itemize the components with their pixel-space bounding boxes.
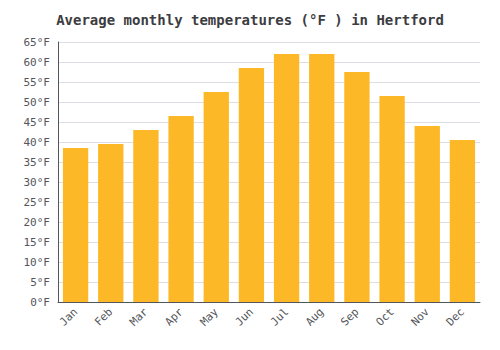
svg-text:20°F: 20°F <box>24 216 51 229</box>
svg-text:Sep: Sep <box>338 305 361 328</box>
svg-text:Jun: Jun <box>233 305 256 328</box>
svg-text:0°F: 0°F <box>30 296 50 309</box>
svg-text:50°F: 50°F <box>24 96 51 109</box>
svg-text:25°F: 25°F <box>24 196 51 209</box>
svg-text:Dec: Dec <box>444 305 467 328</box>
svg-text:65°F: 65°F <box>24 36 51 49</box>
svg-text:Apr: Apr <box>162 305 185 328</box>
svg-text:Nov: Nov <box>409 305 432 328</box>
svg-text:10°F: 10°F <box>24 256 51 269</box>
svg-text:Average monthly temperatures (: Average monthly temperatures (°F ) in He… <box>56 12 444 28</box>
svg-text:40°F: 40°F <box>24 136 51 149</box>
svg-text:35°F: 35°F <box>24 156 51 169</box>
svg-text:15°F: 15°F <box>24 236 51 249</box>
svg-text:Aug: Aug <box>303 305 326 328</box>
svg-text:5°F: 5°F <box>30 276 50 289</box>
svg-text:30°F: 30°F <box>24 176 51 189</box>
svg-text:60°F: 60°F <box>24 56 51 69</box>
svg-text:55°F: 55°F <box>24 76 51 89</box>
svg-text:May: May <box>198 305 221 328</box>
svg-text:Mar: Mar <box>127 305 150 328</box>
svg-text:Feb: Feb <box>92 305 115 328</box>
svg-text:Jul: Jul <box>268 305 291 328</box>
svg-text:Jan: Jan <box>57 305 80 328</box>
svg-text:45°F: 45°F <box>24 116 51 129</box>
svg-text:Oct: Oct <box>373 305 396 328</box>
